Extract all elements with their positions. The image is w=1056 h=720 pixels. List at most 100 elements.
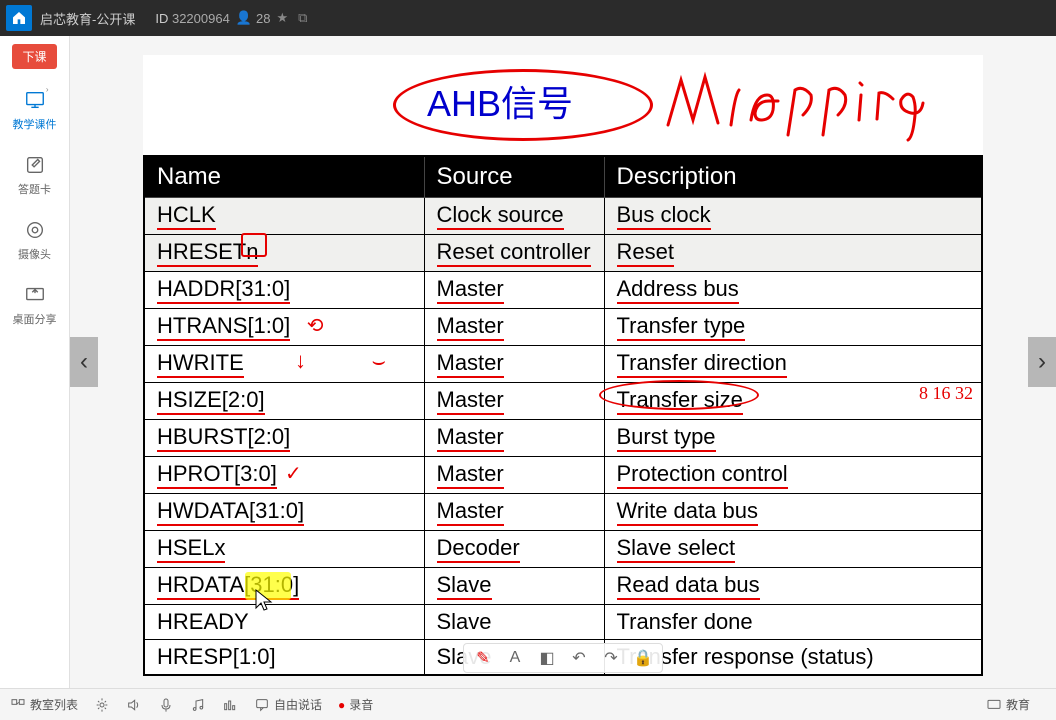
main-area: 下课 › 教学课件 答题卡 摄像头 桌面分享 ‹ › AHB信号 bbox=[0, 36, 1056, 688]
lock-button[interactable]: 🔒 bbox=[630, 647, 656, 669]
table-row: HPROT[3:0]✓MasterProtection control bbox=[144, 457, 982, 494]
table-header-row: Name Source Description bbox=[144, 156, 982, 198]
dismiss-class-button[interactable]: 下课 bbox=[12, 44, 56, 69]
mic-button[interactable] bbox=[158, 697, 174, 713]
cell-name: HPROT[3:0]✓ bbox=[144, 457, 424, 494]
cursor-icon bbox=[253, 588, 275, 619]
handwriting-annotation bbox=[663, 65, 943, 145]
usage-button[interactable] bbox=[222, 697, 238, 713]
presentation-icon bbox=[22, 87, 48, 113]
music-button[interactable] bbox=[190, 697, 206, 713]
cell-desc: Protection control bbox=[604, 457, 982, 494]
slide-title: AHB信号 bbox=[403, 77, 597, 130]
edu-button[interactable]: 教育 bbox=[986, 696, 1030, 713]
id-value: 32200964 bbox=[172, 11, 230, 26]
col-name: Name bbox=[144, 156, 424, 198]
cell-source: Master bbox=[424, 346, 604, 383]
settings-button[interactable] bbox=[94, 697, 110, 713]
cell-name: HCLK bbox=[144, 198, 424, 235]
sidebar-label: 答题卡 bbox=[18, 181, 51, 197]
sidebar-item-courseware[interactable]: › 教学课件 bbox=[13, 87, 57, 132]
table-row: HSIZE[2:0]MasterTransfer size8 16 32 bbox=[144, 383, 982, 420]
sidebar-item-screen-share[interactable]: 桌面分享 bbox=[13, 282, 57, 327]
table-row: HBURST[2:0]MasterBurst type bbox=[144, 420, 982, 457]
undo-button[interactable]: ↶ bbox=[566, 647, 592, 669]
free-speak-button[interactable]: 自由说话 bbox=[254, 696, 322, 713]
table-row: HWDATA[31:0]MasterWrite data bus bbox=[144, 494, 982, 531]
table-row: HWRITE↓ ⌣MasterTransfer direction bbox=[144, 346, 982, 383]
col-source: Source bbox=[424, 156, 604, 198]
camera-icon bbox=[22, 217, 48, 243]
home-icon[interactable] bbox=[6, 5, 32, 31]
status-label: 教育 bbox=[1006, 696, 1030, 713]
id-label: ID bbox=[155, 11, 168, 26]
cell-desc: Transfer direction bbox=[604, 346, 982, 383]
table-row: HTRANS[1:0]⟲MasterTransfer type bbox=[144, 309, 982, 346]
cell-desc: Reset bbox=[604, 235, 982, 272]
cell-name: HSELx bbox=[144, 531, 424, 568]
cell-desc: Write data bus bbox=[604, 494, 982, 531]
sidebar-item-answer-card[interactable]: 答题卡 bbox=[18, 152, 51, 197]
room-list-button[interactable]: 教室列表 bbox=[10, 696, 78, 713]
cell-name: HWRITE↓ ⌣ bbox=[144, 346, 424, 383]
table-row: HSELxDecoderSlave select bbox=[144, 531, 982, 568]
slide: AHB信号 Name Source Description HCLKClock … bbox=[143, 55, 983, 675]
cell-desc: Transfer done bbox=[604, 605, 982, 640]
cell-source: Slave bbox=[424, 568, 604, 605]
cell-desc: Slave select bbox=[604, 531, 982, 568]
person-icon: 👤 bbox=[236, 10, 252, 26]
cell-source: Master bbox=[424, 494, 604, 531]
status-bar: 教室列表 自由说话 ● 录音 教育 bbox=[0, 688, 1056, 720]
edit-icon bbox=[22, 152, 48, 178]
table-row: HADDR[31:0]MasterAddress bus bbox=[144, 272, 982, 309]
eraser-tool-button[interactable]: ◧ bbox=[534, 647, 560, 669]
cell-desc: Address bus bbox=[604, 272, 982, 309]
cell-name: HBURST[2:0] bbox=[144, 420, 424, 457]
cell-name: HWDATA[31:0] bbox=[144, 494, 424, 531]
view-count: 28 bbox=[256, 11, 270, 26]
record-icon: ● bbox=[338, 698, 345, 712]
cell-desc: Transfer size8 16 32 bbox=[604, 383, 982, 420]
next-slide-button[interactable]: › bbox=[1028, 337, 1056, 387]
slide-title-wrap: AHB信号 bbox=[403, 75, 597, 127]
cell-name: HADDR[31:0] bbox=[144, 272, 424, 309]
col-desc: Description bbox=[604, 156, 982, 198]
copy-icon[interactable]: ⧉ bbox=[298, 10, 307, 26]
cell-name: HREADY bbox=[144, 605, 424, 640]
text-tool-button[interactable]: A bbox=[502, 647, 528, 669]
status-label: 教室列表 bbox=[30, 696, 78, 713]
status-label: 录音 bbox=[349, 696, 373, 713]
annotation-toolbar: ✎ A ◧ ↶ ↷ 🔒 bbox=[463, 643, 663, 673]
table-row: HCLKClock sourceBus clock bbox=[144, 198, 982, 235]
sidebar-label: 教学课件 bbox=[13, 116, 57, 132]
chevron-right-icon: › bbox=[46, 85, 49, 94]
record-button[interactable]: ● 录音 bbox=[338, 696, 373, 713]
pen-tool-button[interactable]: ✎ bbox=[470, 647, 496, 669]
cell-name: HRESETn bbox=[144, 235, 424, 272]
cell-source: Decoder bbox=[424, 531, 604, 568]
cell-source: Reset controller bbox=[424, 235, 604, 272]
cell-source: Slave bbox=[424, 605, 604, 640]
share-icon bbox=[22, 282, 48, 308]
cell-desc: Transfer type bbox=[604, 309, 982, 346]
cell-desc: Read data bus bbox=[604, 568, 982, 605]
cell-source: Master bbox=[424, 420, 604, 457]
speaker-button[interactable] bbox=[126, 697, 142, 713]
cell-source: Master bbox=[424, 457, 604, 494]
prev-slide-button[interactable]: ‹ bbox=[70, 337, 98, 387]
cell-source: Master bbox=[424, 272, 604, 309]
sidebar: 下课 › 教学课件 答题卡 摄像头 桌面分享 bbox=[0, 36, 70, 688]
course-title: 启芯教育-公开课 bbox=[40, 9, 135, 28]
cell-name: HTRANS[1:0]⟲ bbox=[144, 309, 424, 346]
slide-area: ‹ › AHB信号 Name Source Descript bbox=[70, 36, 1056, 688]
status-label: 自由说话 bbox=[274, 696, 322, 713]
redo-button[interactable]: ↷ bbox=[598, 647, 624, 669]
star-icon[interactable]: ★ bbox=[276, 10, 288, 26]
cell-source: Clock source bbox=[424, 198, 604, 235]
sidebar-item-camera[interactable]: 摄像头 bbox=[18, 217, 51, 262]
cell-desc: Bus clock bbox=[604, 198, 982, 235]
cell-source: Master bbox=[424, 383, 604, 420]
cell-name: HSIZE[2:0] bbox=[144, 383, 424, 420]
cell-desc: Burst type bbox=[604, 420, 982, 457]
sidebar-label: 桌面分享 bbox=[13, 311, 57, 327]
